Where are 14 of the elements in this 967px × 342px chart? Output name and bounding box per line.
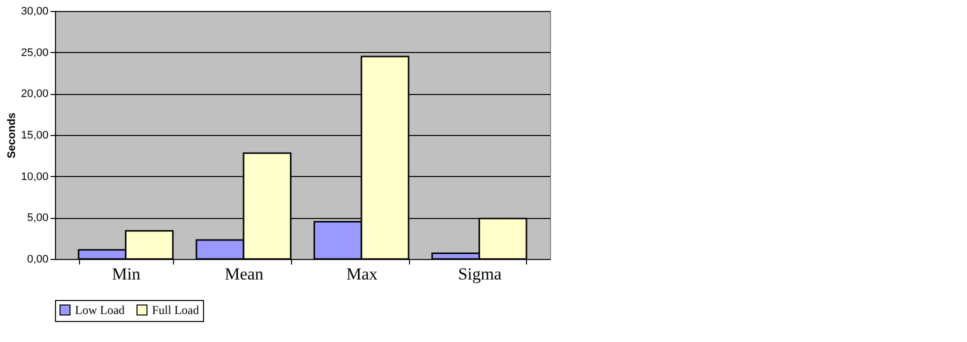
- y-tick-label: 5,00: [27, 212, 48, 224]
- y-tick-label: 30,00: [20, 6, 48, 18]
- x-tick-label: Mean: [224, 264, 264, 284]
- y-axis-title: Seconds: [6, 112, 18, 158]
- x-tick-label: Min: [112, 264, 141, 284]
- y-tick-label: 0,00: [27, 254, 48, 266]
- legend-label: Full Load: [152, 303, 199, 317]
- x-tick-label: Max: [346, 264, 378, 284]
- x-tick-label: Sigma: [458, 264, 502, 284]
- legend-label: Low Load: [75, 303, 125, 317]
- y-tick-label: 20,00: [20, 88, 48, 100]
- y-tick-label: 25,00: [20, 46, 48, 59]
- y-tick-label: 15,00: [20, 130, 48, 142]
- y-tick-label: 10,00: [20, 170, 48, 183]
